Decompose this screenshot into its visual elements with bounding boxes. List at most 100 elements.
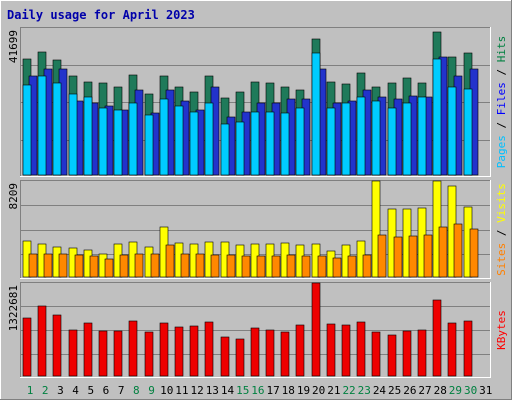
bar-kbytes-day-16 (250, 327, 260, 377)
legend: Pages / Files / Hits (495, 36, 508, 169)
bar-sites-day-19 (301, 255, 311, 278)
bar-kbytes-day-5 (83, 322, 93, 377)
x-tick-label: 3 (57, 384, 64, 397)
bar-pages-day-22 (341, 102, 351, 176)
bar-sites-day-9 (150, 253, 160, 278)
series-files (28, 56, 479, 176)
x-tick-label: 28 (434, 384, 447, 397)
bar-pages-day-11 (174, 105, 184, 176)
x-tick-label: 13 (206, 384, 219, 397)
bar-kbytes-day-19 (295, 324, 305, 377)
bar-sites-day-6 (104, 258, 114, 278)
bar-pages-day-26 (402, 102, 412, 176)
bar-kbytes-day-13 (204, 321, 214, 377)
bar-kbytes-day-10 (159, 322, 169, 377)
bar-sites-day-16 (256, 255, 266, 278)
bar-pages-day-4 (68, 93, 78, 176)
bar-kbytes-day-12 (189, 325, 199, 377)
x-tick-label: 17 (266, 384, 279, 397)
bar-pages-day-21 (326, 107, 336, 176)
legend-separator: / (495, 115, 508, 135)
x-tick-label: 23 (358, 384, 371, 397)
legend-entry-kbytes: KBytes (495, 310, 508, 350)
legend-entry-sites: Sites (495, 243, 508, 276)
panel-sites-visits: 8209 Sites / Visits (7, 180, 508, 279)
bar-sites-day-12 (195, 253, 205, 278)
bar-pages-day-27 (417, 96, 427, 176)
x-tick-label: 16 (251, 384, 264, 397)
bar-pages-day-5 (83, 96, 93, 176)
y-max-label: 8209 (7, 183, 20, 210)
bar-pages-day-9 (144, 114, 154, 176)
x-tick-label: 30 (464, 384, 477, 397)
bar-sites-day-14 (226, 254, 236, 278)
bar-sites-day-20 (317, 255, 327, 278)
bar-pages-day-12 (189, 111, 199, 176)
legend: Sites / Visits (495, 183, 508, 276)
bar-pages-day-7 (113, 109, 123, 176)
bar-kbytes-day-14 (220, 336, 230, 377)
bar-sites-day-24 (377, 234, 387, 278)
bar-pages-day-30 (463, 88, 473, 176)
bar-kbytes-day-27 (417, 329, 427, 377)
bar-pages-day-18 (280, 112, 290, 176)
series-pages (22, 52, 473, 176)
bar-kbytes-day-22 (341, 324, 351, 377)
bar-kbytes-day-2 (37, 305, 47, 377)
bar-pages-day-10 (159, 98, 169, 176)
bar-pages-day-28 (432, 58, 442, 176)
bar-pages-day-23 (356, 96, 366, 176)
bar-kbytes-day-3 (52, 314, 62, 377)
bar-kbytes-day-4 (68, 329, 78, 377)
x-tick-label: 26 (403, 384, 416, 397)
y-max-label: 1322681 (7, 285, 20, 331)
bar-sites-day-23 (362, 254, 372, 278)
bar-sites-day-11 (180, 253, 190, 278)
x-tick-label: 5 (87, 384, 94, 397)
bar-pages-day-1 (22, 84, 32, 176)
legend-entry-files: Files (495, 82, 508, 115)
bar-pages-day-15 (235, 121, 245, 176)
x-tick-label: 14 (221, 384, 235, 397)
bar-sites-day-27 (423, 234, 433, 278)
legend-entry-hits: Hits (495, 36, 508, 63)
bar-sites-day-29 (453, 223, 463, 278)
x-tick-label: 25 (388, 384, 401, 397)
x-tick-label: 19 (297, 384, 310, 397)
bar-pages-day-19 (295, 107, 305, 176)
bar-pages-day-2 (37, 75, 47, 176)
chart-title: Daily usage for April 2023 (7, 8, 195, 22)
series-kbytes (22, 282, 473, 377)
bar-sites-day-13 (210, 254, 220, 278)
x-tick-label: 2 (42, 384, 49, 397)
y-max-label: 41699 (7, 30, 20, 63)
bar-pages-day-13 (204, 102, 214, 176)
bar-kbytes-day-17 (265, 329, 275, 377)
bar-kbytes-day-28 (432, 299, 442, 377)
bar-pages-day-8 (128, 102, 138, 176)
bar-sites-day-15 (241, 255, 251, 278)
x-tick-label: 12 (191, 384, 204, 397)
legend: KBytes (495, 310, 508, 350)
bar-kbytes-day-21 (326, 323, 336, 377)
bar-sites-day-5 (89, 255, 99, 278)
bar-sites-day-4 (74, 254, 84, 278)
bar-kbytes-day-26 (402, 330, 412, 377)
bar-kbytes-day-7 (113, 330, 123, 377)
bar-sites-day-1 (28, 253, 38, 278)
bar-sites-day-10 (165, 244, 175, 278)
x-tick-label: 22 (342, 384, 355, 397)
bar-sites-day-25 (393, 236, 403, 278)
bar-pages-day-25 (387, 107, 397, 176)
bar-sites-day-30 (469, 228, 479, 278)
x-tick-label: 6 (103, 384, 110, 397)
bar-kbytes-day-11 (174, 326, 184, 377)
x-axis: 1 2 3 4 5 6 7 8 9 10 11 12 13 14 15 16 17 18 19 20 21 22 23 24 2… (27, 384, 493, 397)
bar-kbytes-day-25 (387, 334, 397, 377)
bar-pages-day-14 (220, 123, 230, 176)
legend-entry-pages: Pages (495, 135, 508, 168)
bar-kbytes-day-6 (98, 330, 108, 377)
bar-pages-day-17 (265, 111, 275, 176)
bar-kbytes-day-20 (311, 282, 321, 377)
bar-pages-day-6 (98, 107, 108, 176)
